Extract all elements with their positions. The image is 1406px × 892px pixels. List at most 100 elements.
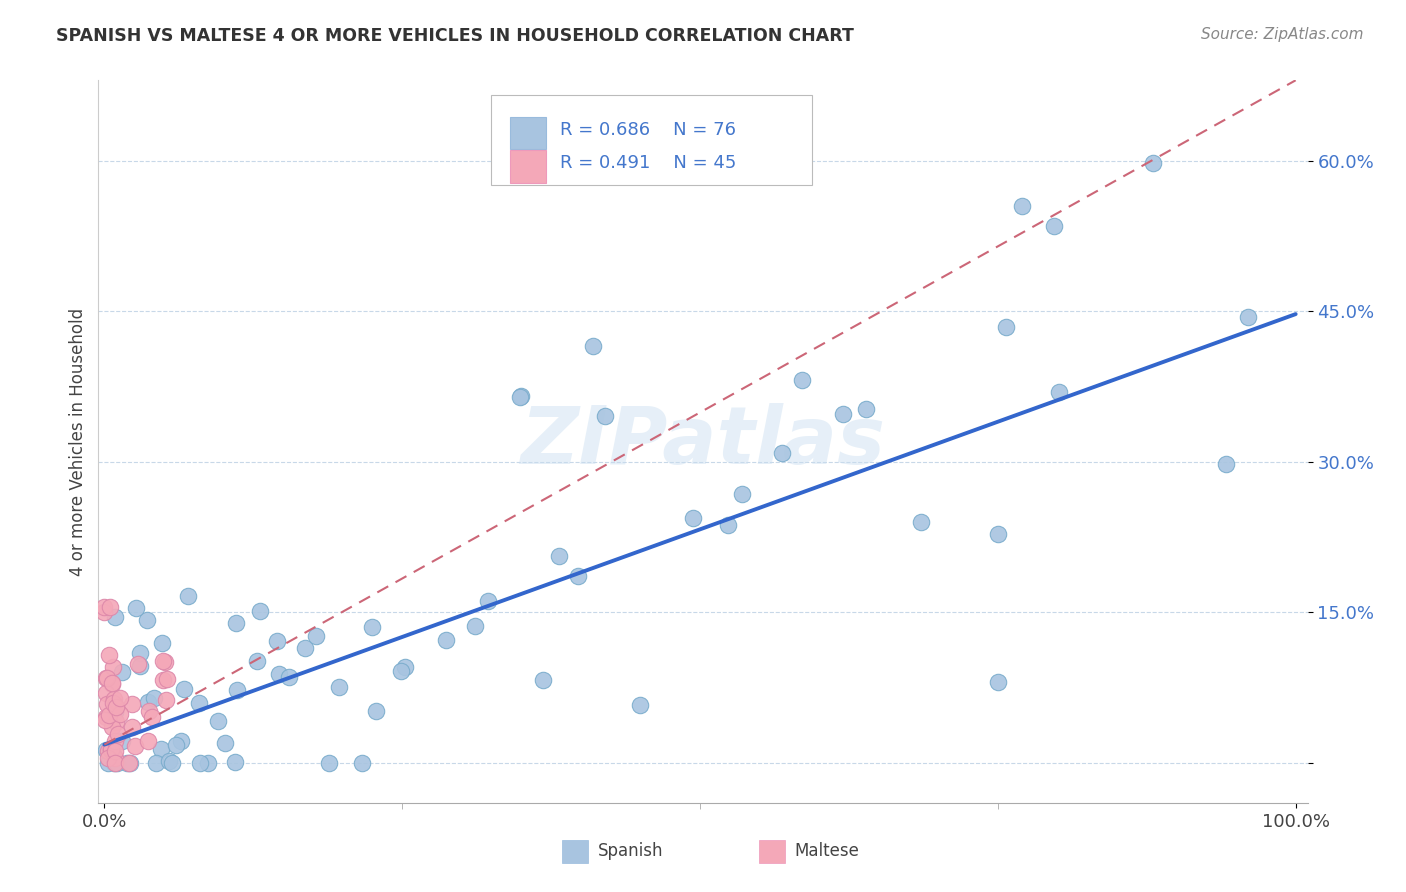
- Point: [96, 671, 118, 685]
- Point: [188, 756, 211, 770]
- Point: [509, 390, 531, 404]
- Point: [101, 677, 124, 691]
- Point: [582, 339, 605, 353]
- Point: [104, 756, 127, 770]
- Point: [143, 690, 166, 705]
- Text: R = 0.491    N = 45: R = 0.491 N = 45: [561, 154, 737, 172]
- Point: [224, 756, 246, 770]
- Point: [1047, 384, 1070, 399]
- Point: [145, 756, 167, 770]
- Text: R = 0.686    N = 76: R = 0.686 N = 76: [561, 121, 737, 139]
- Point: [477, 594, 499, 608]
- Point: [855, 402, 877, 417]
- Point: [187, 696, 209, 710]
- Text: Source: ZipAtlas.com: Source: ZipAtlas.com: [1201, 27, 1364, 42]
- Point: [360, 620, 382, 634]
- Point: [141, 710, 163, 724]
- Point: [104, 734, 127, 748]
- Point: [103, 692, 125, 706]
- Point: [910, 516, 932, 530]
- Point: [94, 743, 117, 757]
- Point: [225, 616, 247, 631]
- Point: [97, 744, 120, 758]
- Point: [104, 714, 127, 729]
- Point: [1042, 219, 1064, 233]
- Point: [770, 445, 793, 459]
- Point: [104, 699, 127, 714]
- Point: [107, 726, 129, 740]
- Point: [987, 527, 1010, 541]
- Point: [152, 673, 174, 687]
- Point: [1237, 310, 1260, 325]
- Point: [136, 734, 159, 748]
- Point: [567, 569, 589, 583]
- Point: [121, 698, 143, 712]
- Point: [108, 691, 131, 706]
- Point: [328, 681, 350, 695]
- Point: [249, 603, 271, 617]
- Point: [987, 675, 1010, 690]
- Point: [1215, 457, 1237, 471]
- Point: [394, 660, 416, 674]
- Point: [104, 705, 127, 719]
- Point: [995, 319, 1018, 334]
- Point: [101, 696, 124, 710]
- Point: [129, 659, 152, 673]
- Point: [93, 605, 115, 619]
- Point: [124, 739, 146, 753]
- Point: [593, 409, 616, 424]
- Point: [129, 647, 152, 661]
- Point: [267, 666, 290, 681]
- Point: [98, 600, 121, 615]
- Point: [278, 670, 301, 684]
- Text: SPANISH VS MALTESE 4 OR MORE VEHICLES IN HOUSEHOLD CORRELATION CHART: SPANISH VS MALTESE 4 OR MORE VEHICLES IN…: [56, 27, 853, 45]
- Point: [464, 619, 486, 633]
- Point: [169, 734, 191, 748]
- Point: [103, 749, 125, 764]
- Point: [156, 672, 179, 686]
- Point: [294, 641, 316, 656]
- Point: [150, 742, 173, 756]
- FancyBboxPatch shape: [492, 95, 811, 185]
- Point: [159, 755, 181, 769]
- Point: [547, 549, 569, 564]
- Point: [305, 629, 328, 643]
- Point: [177, 589, 200, 603]
- Point: [730, 486, 752, 500]
- Point: [103, 756, 125, 770]
- FancyBboxPatch shape: [509, 117, 546, 150]
- Point: [94, 713, 117, 727]
- Point: [111, 665, 134, 680]
- Point: [155, 693, 177, 707]
- Point: [510, 389, 533, 403]
- Point: [207, 714, 229, 728]
- Point: [318, 756, 340, 770]
- Point: [100, 742, 122, 756]
- Point: [127, 657, 149, 672]
- Point: [364, 704, 387, 718]
- FancyBboxPatch shape: [509, 150, 546, 183]
- Point: [94, 710, 117, 724]
- Point: [104, 744, 127, 758]
- Point: [197, 756, 219, 770]
- Point: [120, 756, 142, 770]
- Point: [682, 511, 704, 525]
- Point: [165, 738, 187, 752]
- Point: [98, 648, 121, 663]
- Point: [115, 756, 138, 770]
- Point: [350, 756, 373, 770]
- Point: [832, 407, 855, 421]
- Point: [246, 654, 269, 668]
- Point: [1142, 155, 1164, 169]
- Point: [101, 660, 124, 674]
- Point: [266, 634, 288, 648]
- Point: [101, 676, 124, 690]
- Point: [96, 697, 118, 711]
- Text: ZIPatlas: ZIPatlas: [520, 402, 886, 481]
- Point: [152, 654, 174, 668]
- Point: [118, 756, 141, 770]
- Point: [124, 600, 146, 615]
- Point: [101, 720, 124, 734]
- Point: [214, 735, 236, 749]
- Point: [136, 695, 159, 709]
